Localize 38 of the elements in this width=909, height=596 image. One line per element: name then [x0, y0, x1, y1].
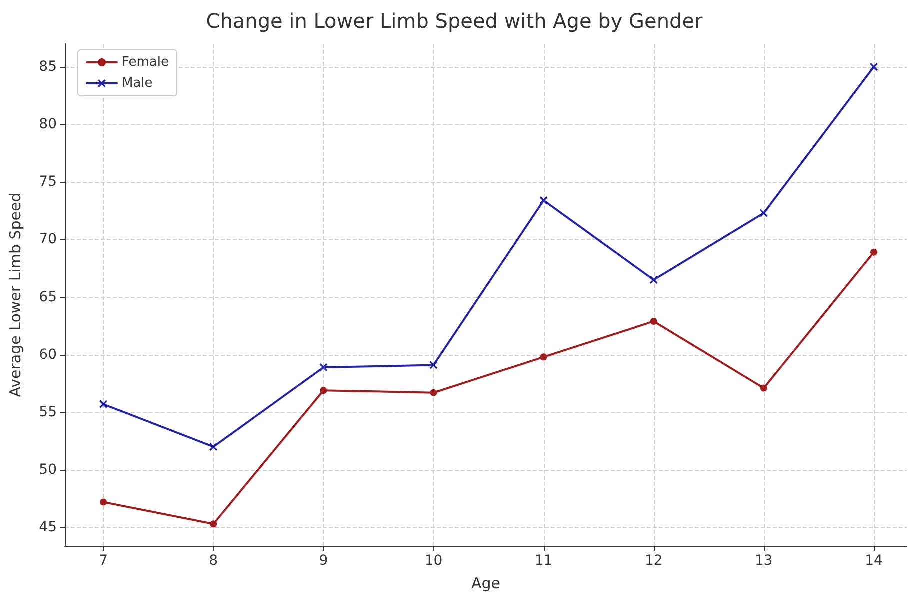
- point: [540, 354, 548, 361]
- x-axis-title: Age: [471, 574, 501, 592]
- point: [870, 248, 878, 256]
- point: [320, 364, 328, 372]
- y-tick-label: 70: [39, 232, 57, 248]
- point: [100, 498, 108, 506]
- y-axis-title: Average Lower Limb Speed: [6, 192, 24, 398]
- point: [760, 209, 768, 218]
- x-tick-label: 13: [755, 553, 773, 569]
- x-tick-label: 7: [99, 553, 108, 569]
- x-tick-label: 10: [424, 553, 443, 569]
- point: [760, 384, 768, 392]
- y-tick-label: 65: [39, 289, 57, 306]
- y-tick-label: 85: [39, 59, 57, 76]
- y-tick-label: 45: [39, 520, 57, 536]
- x-tick-label: 11: [534, 553, 553, 569]
- y-tick-label: 50: [39, 462, 57, 478]
- x-tick-label: 14: [865, 553, 883, 569]
- legend-label: Male: [122, 76, 153, 91]
- legend-label: Female: [122, 55, 170, 70]
- x-tick-label: 12: [644, 553, 663, 569]
- point: [430, 389, 438, 396]
- x-tick-label: 8: [209, 553, 218, 569]
- point: [210, 442, 218, 451]
- y-tick-label: 55: [39, 404, 57, 420]
- point: [650, 318, 658, 325]
- y-tick-label: 75: [39, 174, 57, 190]
- point: [320, 387, 328, 394]
- point: [870, 63, 878, 72]
- point: [540, 196, 548, 205]
- x-tick-label: 9: [319, 553, 328, 569]
- point: [430, 361, 438, 370]
- y-tick-label: 60: [39, 346, 57, 363]
- point: [650, 276, 658, 284]
- point: [100, 400, 108, 408]
- point: [210, 520, 218, 528]
- y-tick-label: 80: [39, 116, 57, 133]
- chart-title: Change in Lower Limb Speed with Age by Gender: [206, 9, 704, 33]
